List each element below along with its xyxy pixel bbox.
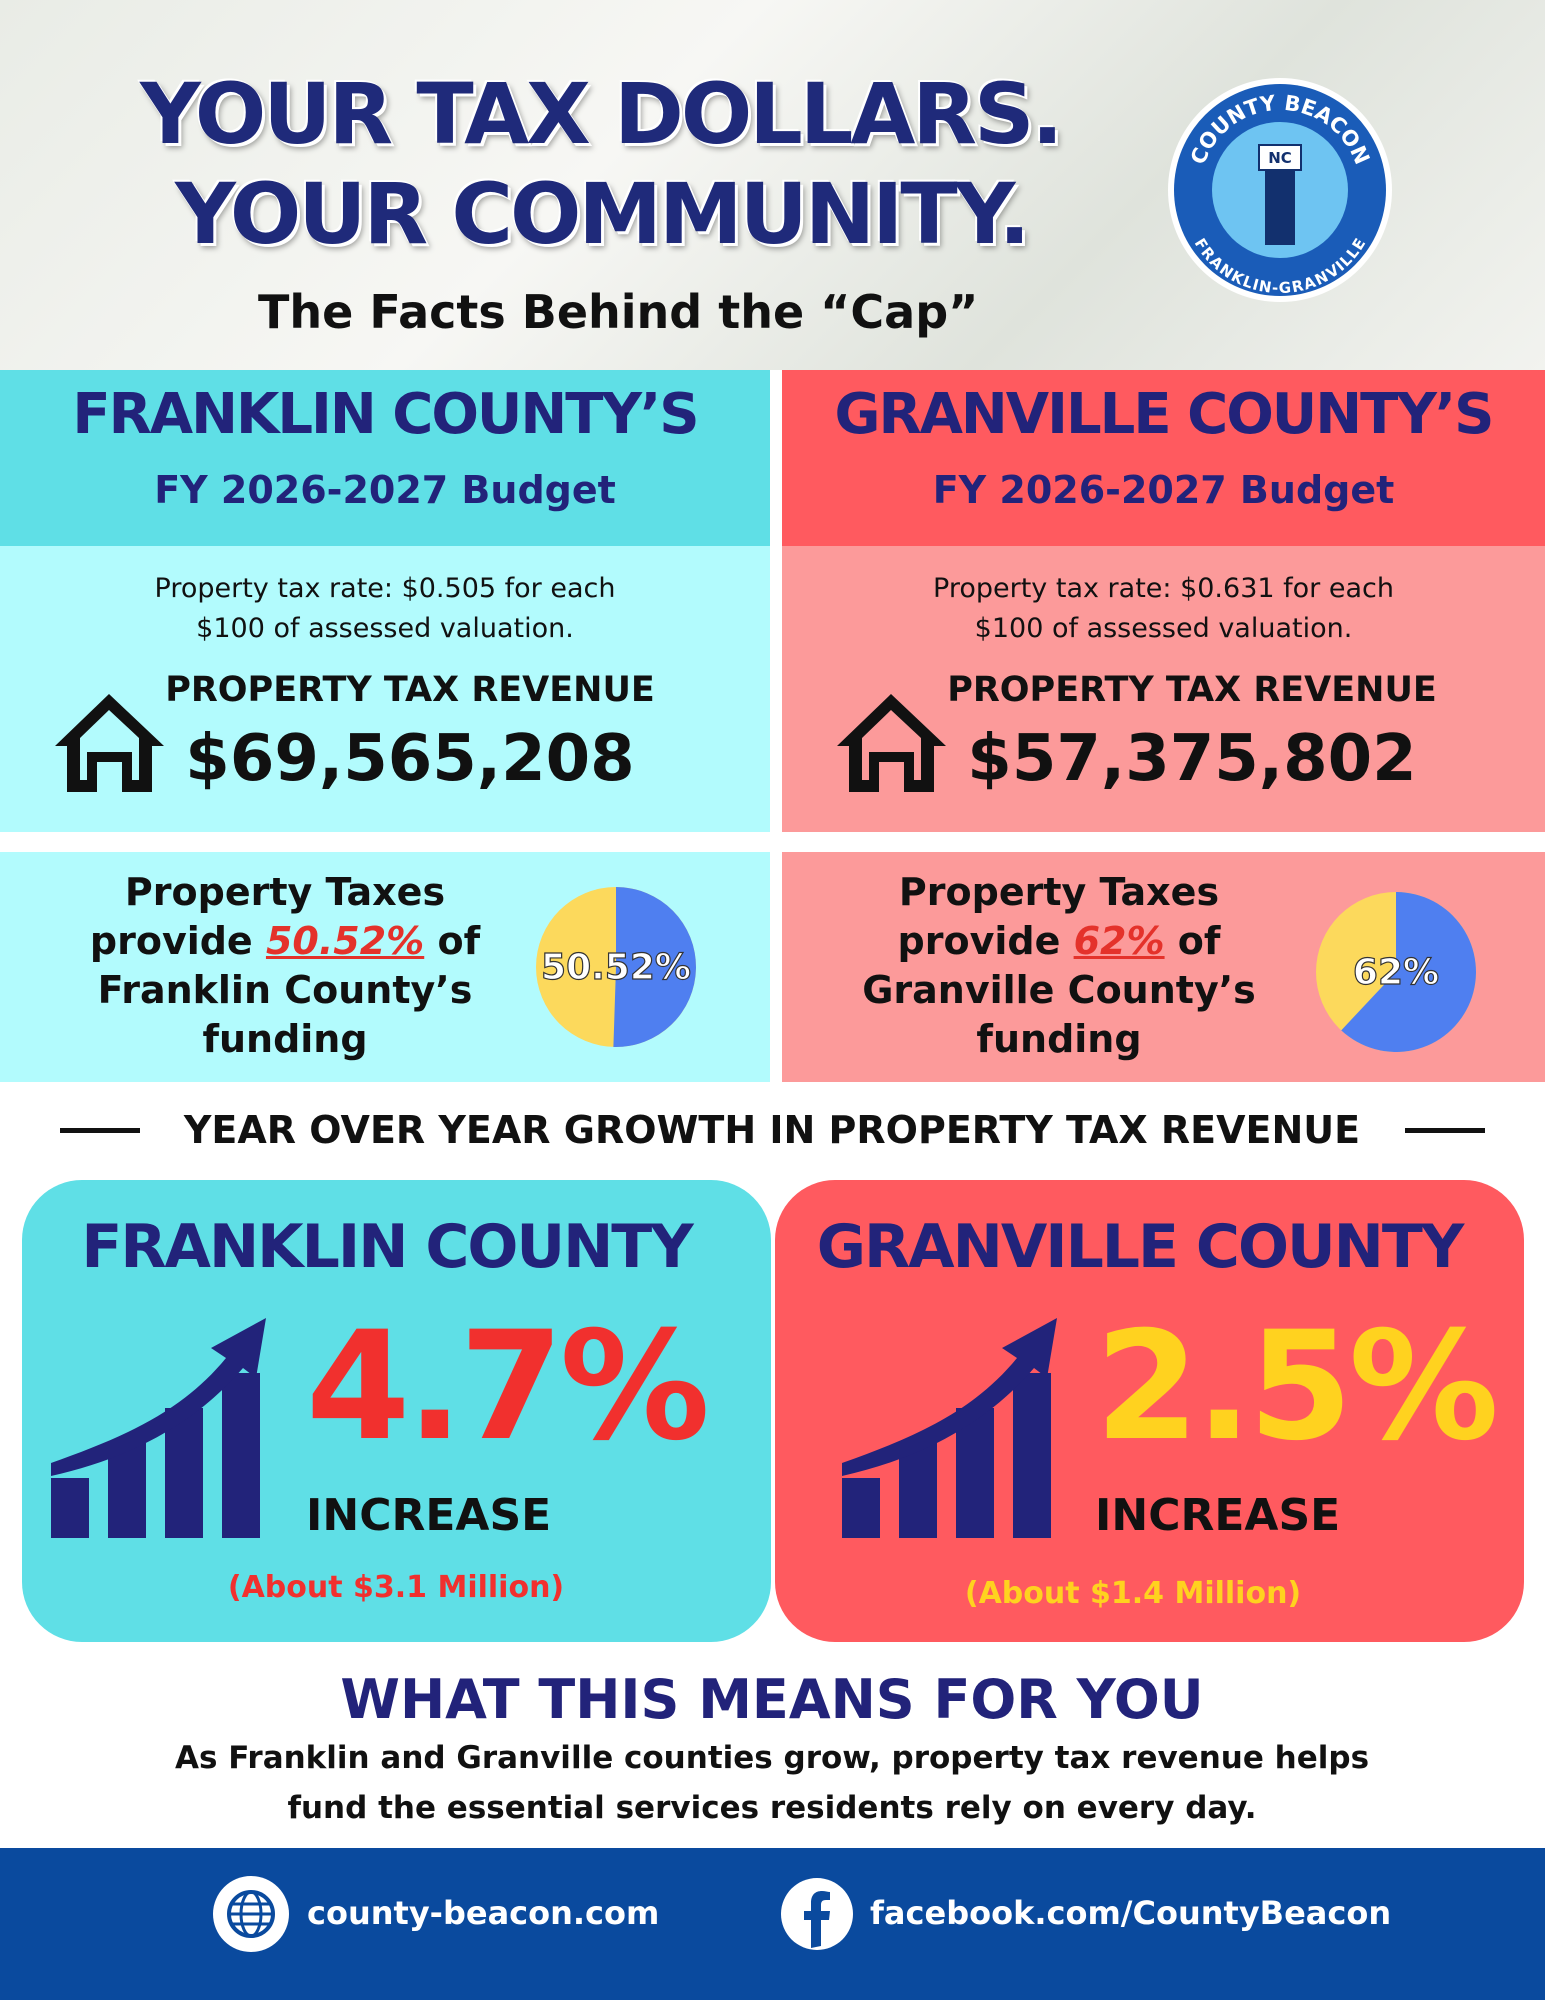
growth-about: (About $1.4 Million) — [964, 1576, 1302, 1611]
rate-line: $100 of assessed valuation. — [974, 613, 1353, 644]
share-line: Granville County’s — [862, 968, 1256, 1012]
growth-percent: 4.7% — [306, 1300, 710, 1474]
rate-line: Property tax rate: $0.505 for each — [154, 573, 616, 604]
house-icon — [837, 694, 946, 792]
share-text: Property Taxes provide 62% of Granville Co… — [862, 868, 1256, 1064]
growth-bar — [222, 1373, 260, 1538]
share-word: provide — [89, 919, 253, 963]
house-shape — [55, 694, 164, 792]
title-line-1: YOUR TAX DOLLARS. — [140, 65, 1063, 163]
growth-bar — [108, 1443, 146, 1538]
growth-bar — [165, 1408, 203, 1538]
share-line: Franklin County’s — [97, 968, 473, 1012]
share-line: provide 50.52% of — [90, 917, 480, 966]
lighthouse — [1265, 170, 1295, 245]
pie-slice — [613, 887, 696, 1047]
closing-line: fund the essential services residents re… — [287, 1790, 1257, 1826]
growth-icon — [842, 1318, 1057, 1538]
growth-bar — [51, 1478, 89, 1538]
title-line-2: YOUR COMMUNITY. — [175, 165, 1031, 263]
growth-bar — [956, 1408, 994, 1538]
share-word: of — [1177, 919, 1221, 963]
rule — [60, 1128, 140, 1133]
pie-slice — [1341, 892, 1476, 1052]
rate-line: $100 of assessed valuation. — [196, 613, 574, 644]
rate-line: Property tax rate: $0.631 for each — [933, 573, 1394, 604]
share-word: of — [437, 919, 481, 963]
house-icon — [55, 694, 164, 792]
county-heading: GRANVILLE COUNTY’S — [834, 382, 1495, 447]
revenue-label: PROPERTY TAX REVENUE — [165, 670, 655, 710]
growth-arrow — [51, 1318, 266, 1476]
subtitle: The Facts Behind the “Cap” — [258, 285, 979, 339]
facebook-link[interactable]: facebook.com/CountyBeacon — [870, 1894, 1392, 1932]
share-line: provide 62% of — [862, 917, 1256, 966]
growth-percent: 2.5% — [1095, 1300, 1499, 1474]
growth-arrow — [842, 1318, 1057, 1476]
logo-badge: NC — [1268, 149, 1292, 167]
growth-bar — [1013, 1373, 1051, 1538]
share-line: Property Taxes — [124, 870, 446, 914]
pie-label: 50.52% — [541, 947, 691, 988]
growth-bar — [899, 1443, 937, 1538]
share-pct: 62% — [1073, 919, 1165, 963]
share-line: funding — [202, 1017, 368, 1061]
rule — [1405, 1128, 1485, 1133]
growth-about: (About $3.1 Million) — [227, 1570, 565, 1605]
growth-county: FRANKLIN COUNTY — [81, 1212, 693, 1282]
growth-county: GRANVILLE COUNTY — [816, 1212, 1465, 1282]
share-text: Property Taxes provide 50.52% of Franklin … — [90, 868, 480, 1064]
panel-header — [782, 370, 1545, 546]
revenue-value: $69,565,208 — [185, 722, 635, 796]
panel-header — [0, 370, 770, 546]
facebook-icon — [781, 1878, 853, 1950]
lighthouse-top — [1258, 144, 1302, 171]
revenue-value: $57,375,802 — [967, 722, 1417, 796]
closing-line: As Franklin and Granville counties grow,… — [174, 1740, 1370, 1776]
share-pct: 50.52% — [265, 919, 425, 963]
pie-chart: 62% — [1316, 892, 1476, 1052]
county-heading: FRANKLIN COUNTY’S — [72, 382, 699, 447]
growth-box — [775, 1180, 1524, 1642]
share-word: provide — [897, 919, 1061, 963]
budget-heading: FY 2026-2027 Budget — [932, 468, 1395, 512]
growth-icon — [51, 1318, 266, 1538]
globe-icon — [213, 1876, 289, 1952]
share-line: funding — [976, 1017, 1142, 1061]
growth-increase: INCREASE — [306, 1490, 552, 1541]
budget-heading: FY 2026-2027 Budget — [154, 468, 616, 512]
website-link[interactable]: county-beacon.com — [307, 1894, 660, 1932]
pie-label: 62% — [1353, 952, 1439, 993]
revenue-label: PROPERTY TAX REVENUE — [947, 670, 1437, 710]
growth-bar — [842, 1478, 880, 1538]
growth-heading: YEAR OVER YEAR GROWTH IN PROPERTY TAX RE… — [183, 1108, 1361, 1152]
growth-increase: INCREASE — [1095, 1490, 1341, 1541]
growth-box — [22, 1180, 771, 1642]
share-line: Property Taxes — [898, 870, 1220, 914]
house-shape — [837, 694, 946, 792]
logo: NC COUNTY BEACON FRANKLIN-GRANVILLE — [1168, 78, 1392, 302]
pie-chart: 50.52% — [536, 887, 696, 1047]
closing-heading: WHAT THIS MEANS FOR YOU — [340, 1668, 1204, 1731]
